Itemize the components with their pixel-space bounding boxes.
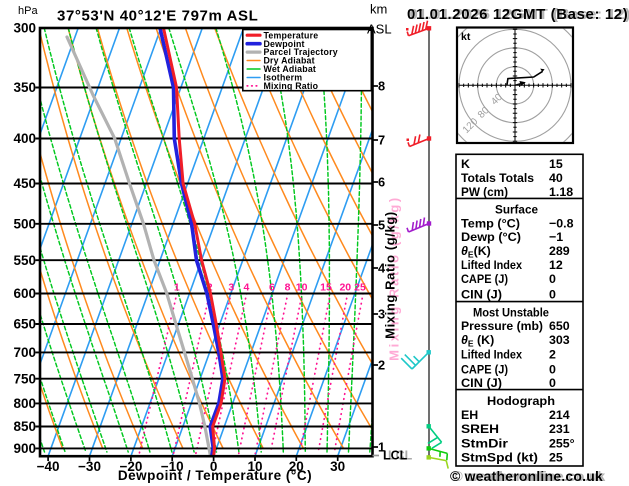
svg-text:650: 650 [13, 317, 36, 332]
svg-text:1: 1 [378, 440, 385, 455]
svg-text:1.18: 1.18 [549, 185, 573, 199]
svg-text:15: 15 [549, 157, 563, 171]
svg-text:01.01.2026 12GMT (Base: 12): 01.01.2026 12GMT (Base: 12) [407, 6, 628, 23]
svg-text:550: 550 [13, 253, 36, 268]
svg-text:300: 300 [13, 21, 36, 36]
svg-text:0: 0 [549, 376, 556, 390]
svg-text:Dewp (°C): Dewp (°C) [461, 230, 521, 244]
svg-text:6: 6 [378, 175, 385, 190]
svg-text:0: 0 [549, 272, 556, 286]
svg-text:20: 20 [289, 459, 304, 474]
svg-text:LCL: LCL [388, 449, 413, 463]
svg-text:700: 700 [13, 345, 36, 360]
svg-text:km: km [370, 2, 387, 17]
svg-text:25: 25 [549, 451, 563, 465]
svg-text:8: 8 [378, 79, 385, 94]
svg-text:6: 6 [269, 282, 275, 294]
svg-text:37°53'N 40°12'E 797m ASL: 37°53'N 40°12'E 797m ASL [57, 8, 258, 25]
svg-text:0: 0 [210, 459, 218, 474]
svg-text:Temperature: Temperature [264, 30, 319, 40]
svg-text:255°: 255° [549, 436, 575, 450]
svg-text:© weatheronline.co.uk: © weatheronline.co.uk [450, 468, 603, 484]
svg-text:Mixing Ratio (g/kg): Mixing Ratio (g/kg) [382, 211, 397, 339]
svg-text:3: 3 [228, 282, 234, 294]
svg-text:1: 1 [174, 282, 180, 294]
svg-text:Totals Totals: Totals Totals [461, 171, 534, 185]
svg-text:Isotherm: Isotherm [264, 73, 303, 83]
svg-text:30: 30 [330, 459, 345, 474]
svg-text:231: 231 [549, 422, 570, 436]
svg-text:4: 4 [243, 282, 249, 294]
svg-text:7: 7 [378, 133, 385, 148]
svg-text:900: 900 [13, 441, 36, 456]
svg-text:0: 0 [549, 362, 556, 376]
svg-text:CAPE (J): CAPE (J) [461, 362, 508, 376]
svg-text:Mixing Ratio (g/kg): Mixing Ratio (g/kg) [386, 195, 401, 361]
svg-text:EH: EH [461, 408, 478, 422]
svg-text:−40: −40 [37, 459, 60, 474]
svg-text:Pressure (mb): Pressure (mb) [461, 319, 543, 333]
svg-text:CAPE (J): CAPE (J) [461, 272, 508, 286]
svg-text:850: 850 [13, 419, 36, 434]
svg-text:Dry Adiabat: Dry Adiabat [264, 56, 315, 66]
svg-text:Wet Adiabat: Wet Adiabat [264, 64, 317, 74]
svg-text:Dewpoint: Dewpoint [264, 39, 305, 49]
svg-text:12: 12 [549, 258, 563, 272]
svg-text:Dewpoint / Temperature (°C): Dewpoint / Temperature (°C) [118, 468, 312, 483]
svg-text:15: 15 [320, 282, 332, 294]
svg-text:750: 750 [13, 371, 36, 386]
svg-text:500: 500 [13, 217, 36, 232]
svg-text:SREH: SREH [461, 422, 499, 436]
svg-text:−10: −10 [161, 459, 184, 474]
svg-text:8: 8 [285, 282, 291, 294]
svg-text:10: 10 [247, 459, 262, 474]
svg-text:−30: −30 [78, 459, 101, 474]
svg-text:θE(K): θE(K) [461, 244, 491, 260]
svg-text:Hodograph: Hodograph [487, 394, 555, 408]
svg-text:10: 10 [296, 282, 308, 294]
svg-text:PW (cm): PW (cm) [461, 185, 508, 199]
svg-text:kt: kt [461, 31, 471, 43]
svg-text:CIN (J): CIN (J) [461, 288, 502, 302]
svg-text:289: 289 [549, 244, 570, 258]
svg-text:StmSpd (kt): StmSpd (kt) [461, 451, 538, 465]
svg-text:hPa: hPa [18, 5, 38, 17]
svg-text:3: 3 [378, 307, 385, 322]
svg-text:400: 400 [13, 131, 36, 146]
svg-text:214: 214 [549, 408, 570, 422]
svg-text:Lifted Index: Lifted Index [461, 258, 522, 272]
svg-text:θE (K): θE (K) [461, 333, 494, 349]
svg-text:650: 650 [549, 319, 570, 333]
svg-text:600: 600 [13, 286, 36, 301]
svg-text:LCL: LCL [383, 449, 408, 463]
svg-text:ASL: ASL [367, 22, 392, 37]
svg-text:5: 5 [378, 218, 385, 233]
svg-text:350: 350 [13, 80, 36, 95]
svg-text:−1: −1 [549, 230, 563, 244]
svg-text:Mixing Ratio: Mixing Ratio [264, 81, 319, 91]
svg-text:2: 2 [378, 358, 385, 373]
svg-text:−0.8: −0.8 [549, 217, 574, 231]
svg-text:303: 303 [549, 333, 570, 347]
svg-text:CIN (J): CIN (J) [461, 376, 502, 390]
svg-text:Most Unstable: Most Unstable [473, 305, 549, 319]
svg-text:450: 450 [13, 176, 36, 191]
svg-text:800: 800 [13, 396, 36, 411]
svg-text:25: 25 [354, 282, 366, 294]
svg-text:Temp (°C): Temp (°C) [461, 217, 520, 231]
svg-text:0: 0 [549, 288, 556, 302]
svg-text:K: K [461, 157, 470, 171]
svg-text:Surface: Surface [495, 203, 538, 217]
svg-text:Lifted Index: Lifted Index [461, 348, 522, 362]
svg-text:20: 20 [339, 282, 351, 294]
svg-text:Parcel Trajectory: Parcel Trajectory [264, 47, 338, 57]
svg-text:40: 40 [549, 171, 563, 185]
svg-text:−20: −20 [119, 459, 142, 474]
svg-text:2: 2 [549, 348, 556, 362]
svg-text:4: 4 [378, 261, 386, 276]
svg-text:StmDir: StmDir [461, 436, 508, 450]
